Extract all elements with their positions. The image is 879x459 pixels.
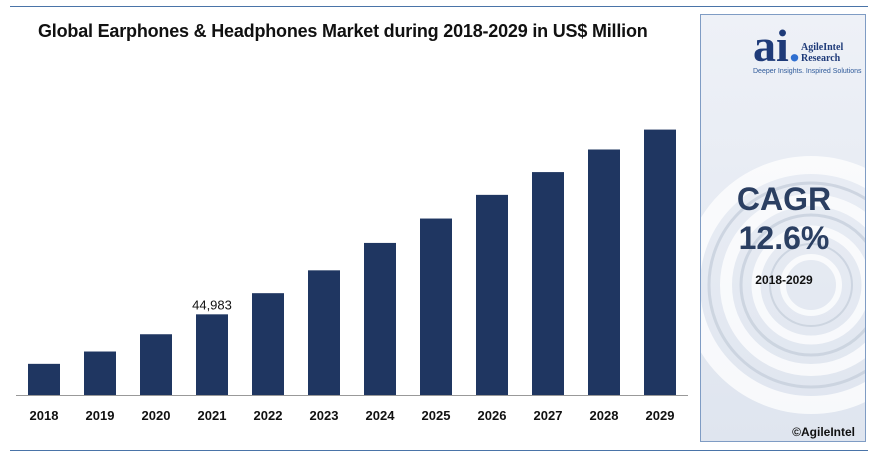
- bar-2023: [308, 270, 340, 395]
- bottom-divider: [10, 450, 868, 451]
- agileintel-logo: ai. AgileIntel Research Deeper Insights.…: [753, 23, 863, 87]
- bar-2022: [252, 293, 284, 395]
- logo-mark: ai.: [753, 20, 801, 71]
- x-tick-label: 2025: [422, 408, 451, 423]
- bar-2027: [532, 172, 564, 395]
- bar-2018: [28, 363, 60, 395]
- bar-2019: [84, 351, 116, 395]
- cagr-value: 12.6%: [738, 220, 830, 256]
- bar-2025: [420, 218, 452, 395]
- x-tick-label: 2029: [646, 408, 675, 423]
- bar-2029: [644, 129, 676, 395]
- decorative-rings-icon: [701, 156, 865, 414]
- logo-name: AgileIntel Research: [801, 42, 844, 64]
- bar-2024: [364, 242, 396, 395]
- x-tick-label: 2026: [478, 408, 507, 423]
- chart-title: Global Earphones & Headphones Market dur…: [38, 21, 648, 41]
- x-tick-label: 2023: [310, 408, 339, 423]
- x-tick-label: 2019: [86, 408, 115, 423]
- bar-2021: [196, 314, 228, 395]
- x-tick-label: 2022: [254, 408, 283, 423]
- x-tick-label: 2027: [534, 408, 563, 423]
- top-divider: [10, 6, 868, 7]
- data-label: 44,983: [192, 297, 232, 312]
- cagr-panel: ai. AgileIntel Research Deeper Insights.…: [700, 14, 866, 442]
- logo-tagline: Deeper Insights. Inspired Solutions: [753, 68, 862, 75]
- bar-2020: [140, 334, 172, 395]
- x-tick-label: 2018: [30, 408, 59, 423]
- bar-2026: [476, 194, 508, 395]
- cagr-label: CAGR: [736, 181, 832, 217]
- x-tick-label: 2021: [198, 408, 227, 423]
- x-tick-label: 2024: [366, 408, 396, 423]
- x-tick-label: 2020: [142, 408, 171, 423]
- bar-chart: 2018 2019 2020 2021 2022 2023 2024 2025 2026 2027…: [16, 129, 688, 423]
- x-tick-label: 2028: [590, 408, 619, 423]
- copyright: ©AgileIntel: [792, 425, 855, 439]
- cagr-period: 2018-2029: [755, 273, 813, 287]
- bar-2028: [588, 149, 620, 395]
